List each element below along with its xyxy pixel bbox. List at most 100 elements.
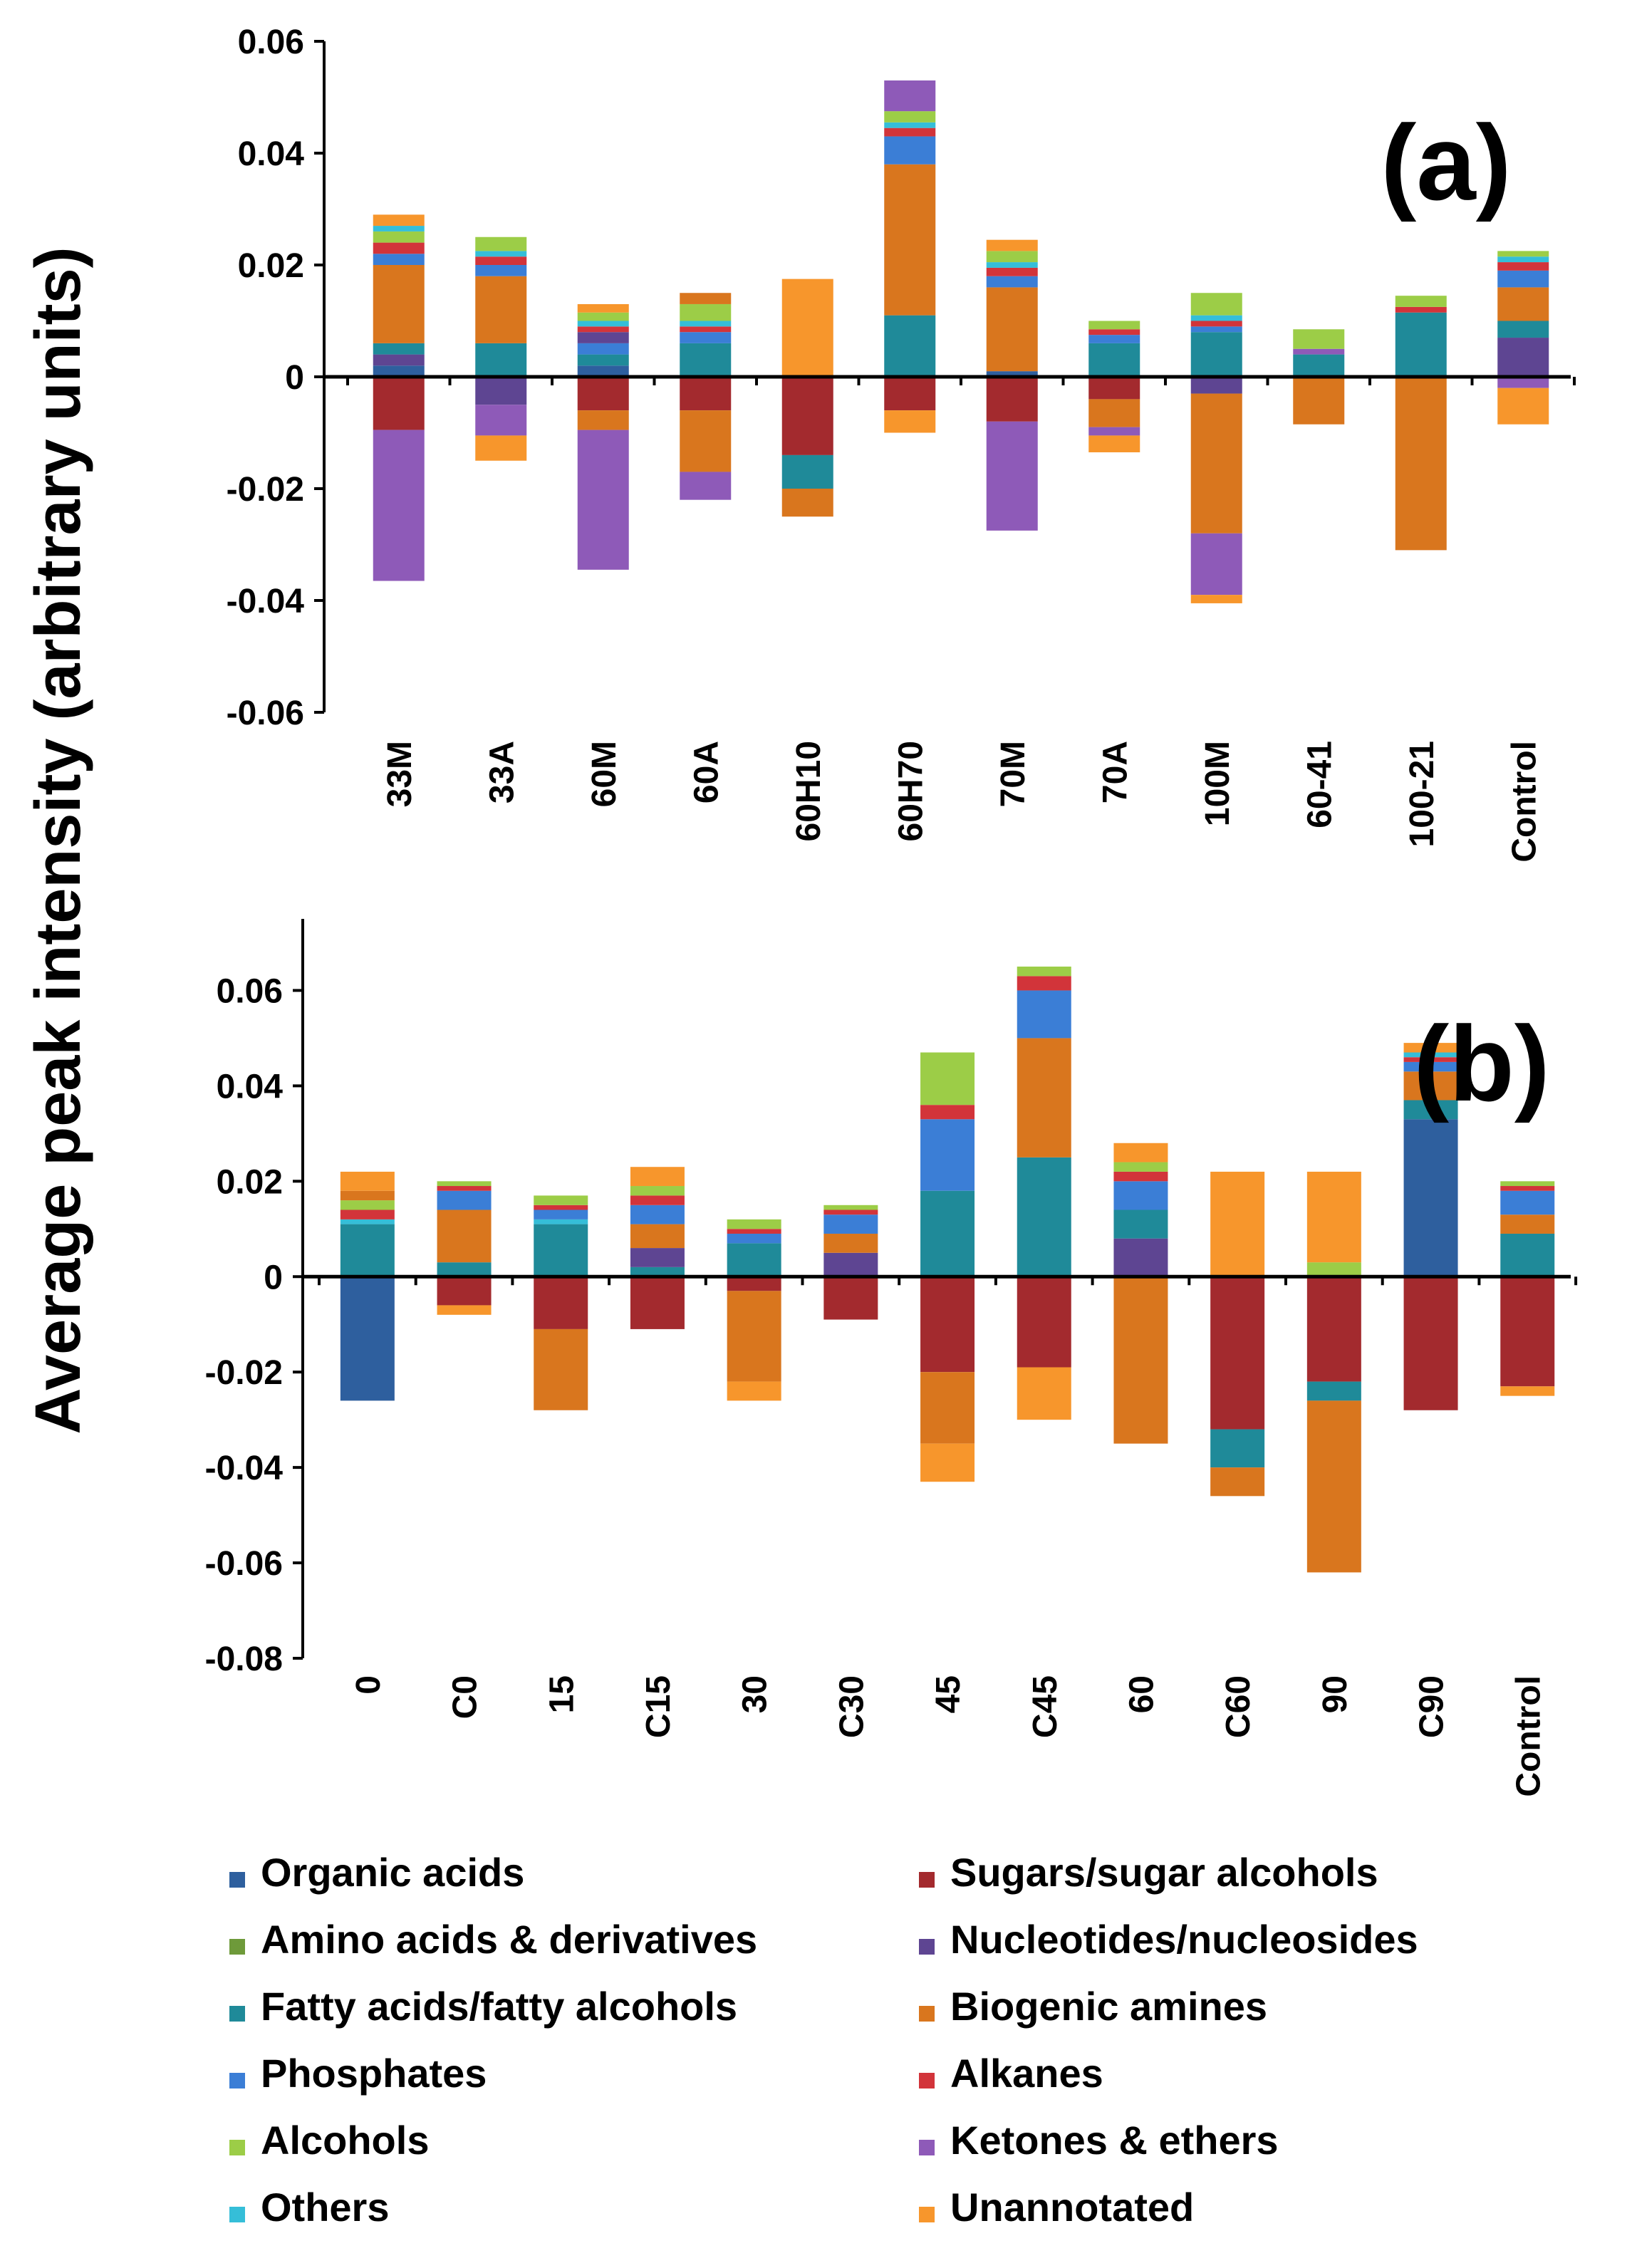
bar-segment-biogenic-amines xyxy=(1293,377,1345,425)
bar-segment-biogenic-amines xyxy=(1210,1467,1265,1497)
bar-segment-ketones-ethers xyxy=(1190,533,1242,595)
bar-segment-biogenic-amines xyxy=(680,293,732,304)
category-label: 60H10 xyxy=(790,741,828,841)
bar-segment-alkanes xyxy=(986,267,1038,276)
bar-segment-phosphates xyxy=(823,1214,878,1234)
bar-segment-nucleotides-nucleosides xyxy=(1113,1238,1168,1277)
bar-segment-organic-acids xyxy=(986,371,1038,377)
bar-segment-biogenic-amines xyxy=(884,164,936,316)
bar-segment-sugars-sugar-alcohols xyxy=(986,377,1038,422)
bar-segment-unannotated xyxy=(475,435,527,461)
legend-label-unannotated: Unannotated xyxy=(950,2185,1194,2230)
bar-segment-fatty-acids-fatty-alcohols xyxy=(1306,1381,1361,1401)
bar-segment-fatty-acids-fatty-alcohols xyxy=(1088,343,1140,377)
bar-segment-unannotated xyxy=(437,1305,492,1315)
bar-segment-sugars-sugar-alcohols xyxy=(534,1276,588,1329)
bar-segment-alcohols xyxy=(1497,251,1549,257)
bar-segment-sugars-sugar-alcohols xyxy=(1210,1276,1265,1430)
bar-segment-sugars-sugar-alcohols xyxy=(1500,1276,1555,1387)
bar-segment-phosphates xyxy=(577,343,629,355)
bar-segment-alkanes xyxy=(884,128,936,137)
category-label: 60M xyxy=(586,741,623,807)
bar-segment-fatty-acids-fatty-alcohols xyxy=(680,343,732,377)
bar-segment-nucleotides-nucleosides xyxy=(1190,377,1242,394)
bar-segment-ketones-ethers xyxy=(1497,377,1549,388)
bar-segment-fatty-acids-fatty-alcohols xyxy=(1190,332,1242,377)
panel-a-chart: 0.06 0.04 0.02 0 -0.02 -0.04 -0.06 33M 33A 60M 60A… xyxy=(227,24,1576,863)
bar-segment-fatty-acids-fatty-alcohols xyxy=(437,1262,492,1277)
bar-segment-phosphates xyxy=(437,1190,492,1210)
category-label: C0 xyxy=(447,1675,484,1719)
bar-segment-unannotated xyxy=(577,303,629,313)
bar-segment-alcohols xyxy=(534,1195,588,1205)
bar-segment-fatty-acids-fatty-alcohols xyxy=(630,1266,685,1277)
category-label: 33A xyxy=(483,741,521,803)
bar-segment-alkanes xyxy=(1395,306,1447,313)
bar-segment-phosphates xyxy=(1113,1181,1168,1210)
bar-segment-unannotated xyxy=(630,1167,685,1187)
bar-segment-organic-acids xyxy=(340,1276,395,1401)
category-label: Control xyxy=(1509,1675,1547,1797)
bar-segment-biogenic-amines xyxy=(340,1190,395,1201)
bar-segment-others xyxy=(884,122,936,128)
bar-segment-others xyxy=(986,262,1038,268)
legend-swatch-biogenic-amines xyxy=(919,2006,935,2022)
bar-segment-alkanes xyxy=(1500,1186,1555,1191)
category-label: C45 xyxy=(1027,1675,1064,1738)
bar-segment-others xyxy=(1403,1052,1458,1058)
bar-segment-fatty-acids-fatty-alcohols xyxy=(1017,1157,1071,1277)
bar-segment-unannotated xyxy=(1403,1043,1458,1053)
legend-swatch-ketones-ethers xyxy=(919,2140,935,2155)
bar-segment-phosphates xyxy=(1190,326,1242,333)
bar-segment-phosphates xyxy=(1017,990,1071,1039)
bar-segment-alkanes xyxy=(1088,329,1140,335)
bar-segment-nucleotides-nucleosides xyxy=(630,1248,685,1267)
bar-segment-phosphates xyxy=(475,265,527,276)
bar-segment-organic-acids xyxy=(373,365,425,377)
bar-segment-alkanes xyxy=(823,1210,878,1215)
bar-segment-biogenic-amines xyxy=(1497,287,1549,321)
bar-segment-sugars-sugar-alcohols xyxy=(373,377,425,430)
bar-segment-alcohols xyxy=(823,1205,878,1210)
bar-segment-alkanes xyxy=(1403,1057,1458,1062)
category-label: 60A xyxy=(687,741,725,803)
y-tick-label: 0.06 xyxy=(217,972,283,1010)
legend-swatch-alkanes xyxy=(919,2073,935,2088)
bar-segment-ketones-ethers xyxy=(884,80,936,112)
category-label: Control xyxy=(1505,741,1543,863)
y-tick-label: -0.04 xyxy=(227,583,305,620)
bar-segment-alcohols xyxy=(1017,966,1071,977)
bar-segment-alcohols xyxy=(884,111,936,123)
bar-segment-fatty-acids-fatty-alcohols xyxy=(1210,1429,1265,1468)
bar-segment-alkanes xyxy=(577,326,629,333)
bar-segment-alkanes xyxy=(373,242,425,254)
bar-segment-phosphates xyxy=(630,1205,685,1224)
category-label: 60H70 xyxy=(892,741,930,841)
bar-segment-ketones-ethers xyxy=(986,421,1038,531)
bar-segment-biogenic-amines xyxy=(1500,1214,1555,1234)
bar-segment-unannotated xyxy=(920,1443,975,1482)
bar-segment-nucleotides-nucleosides xyxy=(577,332,629,343)
bar-segment-sugars-sugar-alcohols xyxy=(1017,1276,1071,1368)
bar-segment-alcohols xyxy=(373,231,425,243)
category-label: C90 xyxy=(1413,1675,1451,1738)
legend-label-nucleotides-nucleosides: Nucleotides/nucleosides xyxy=(950,1917,1418,1962)
legend-swatch-sugars-sugar-alcohols xyxy=(919,1872,935,1888)
category-label: C60 xyxy=(1220,1675,1257,1738)
bar-segment-alkanes xyxy=(1017,976,1071,991)
panel-label: (b) xyxy=(1413,1004,1550,1123)
bar-segment-alkanes xyxy=(1497,262,1549,271)
bar-segment-ketones-ethers xyxy=(1088,427,1140,436)
bar-segment-biogenic-amines xyxy=(630,1224,685,1249)
bar-segment-alcohols xyxy=(920,1052,975,1106)
bar-segment-biogenic-amines xyxy=(1403,1071,1458,1101)
y-tick-label: -0.04 xyxy=(205,1450,284,1487)
bar-segment-alkanes xyxy=(630,1195,685,1205)
bar-segment-organic-acids xyxy=(1403,1119,1458,1277)
bar-segment-fatty-acids-fatty-alcohols xyxy=(1113,1210,1168,1239)
bar-segment-sugars-sugar-alcohols xyxy=(1403,1276,1458,1410)
bar-segment-alcohols xyxy=(437,1181,492,1187)
category-label: 45 xyxy=(930,1675,967,1713)
bar-segment-alcohols xyxy=(630,1186,685,1196)
bar-segment-biogenic-amines xyxy=(823,1233,878,1253)
